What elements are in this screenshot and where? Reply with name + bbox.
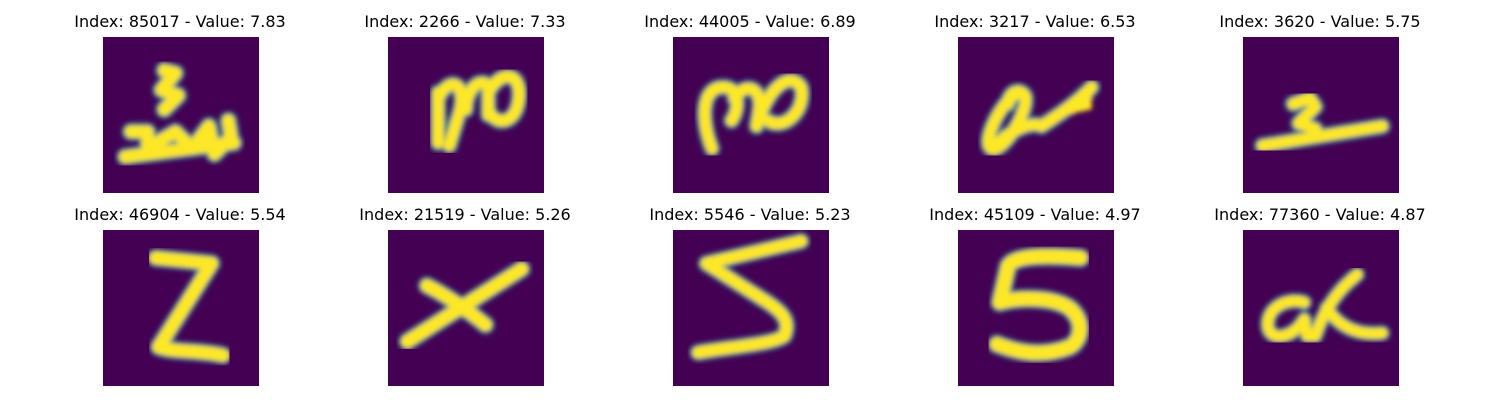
panel-title: Index: 21519 - Value: 5.26 (359, 205, 571, 224)
panel-title: Index: 3620 - Value: 5.75 (1219, 12, 1421, 31)
panel-9: Index: 45109 - Value: 4.97 (893, 193, 1177, 386)
glyph-image (673, 37, 829, 193)
glyph-image (958, 230, 1114, 386)
glyph-image (388, 37, 544, 193)
glyph-image (1243, 230, 1399, 386)
glyph-image (1243, 37, 1399, 193)
panel-7: Index: 21519 - Value: 5.26 (323, 193, 607, 386)
panel-1: Index: 85017 - Value: 7.83 (38, 0, 322, 193)
glyph-image (673, 230, 829, 386)
panel-3: Index: 44005 - Value: 6.89 (608, 0, 892, 193)
panel-8: Index: 5546 - Value: 5.23 (608, 193, 892, 386)
glyph-image (958, 37, 1114, 193)
glyph-image (103, 230, 259, 386)
panel-4: Index: 3217 - Value: 6.53 (893, 0, 1177, 193)
panel-title: Index: 77360 - Value: 4.87 (1214, 205, 1426, 224)
panel-title: Index: 3217 - Value: 6.53 (934, 12, 1136, 31)
panel-2: Index: 2266 - Value: 7.33 (323, 0, 607, 193)
panel-10: Index: 77360 - Value: 4.87 (1178, 193, 1462, 386)
panel-title: Index: 85017 - Value: 7.83 (74, 12, 286, 31)
glyph-image (388, 230, 544, 386)
panel-5: Index: 3620 - Value: 5.75 (1178, 0, 1462, 193)
panel-title: Index: 45109 - Value: 4.97 (929, 205, 1141, 224)
glyph-image (103, 37, 259, 193)
panel-title: Index: 46904 - Value: 5.54 (74, 205, 286, 224)
panel-title: Index: 5546 - Value: 5.23 (649, 205, 851, 224)
panel-title: Index: 2266 - Value: 7.33 (364, 12, 566, 31)
panel-6: Index: 46904 - Value: 5.54 (38, 193, 322, 386)
panel-title: Index: 44005 - Value: 6.89 (644, 12, 856, 31)
